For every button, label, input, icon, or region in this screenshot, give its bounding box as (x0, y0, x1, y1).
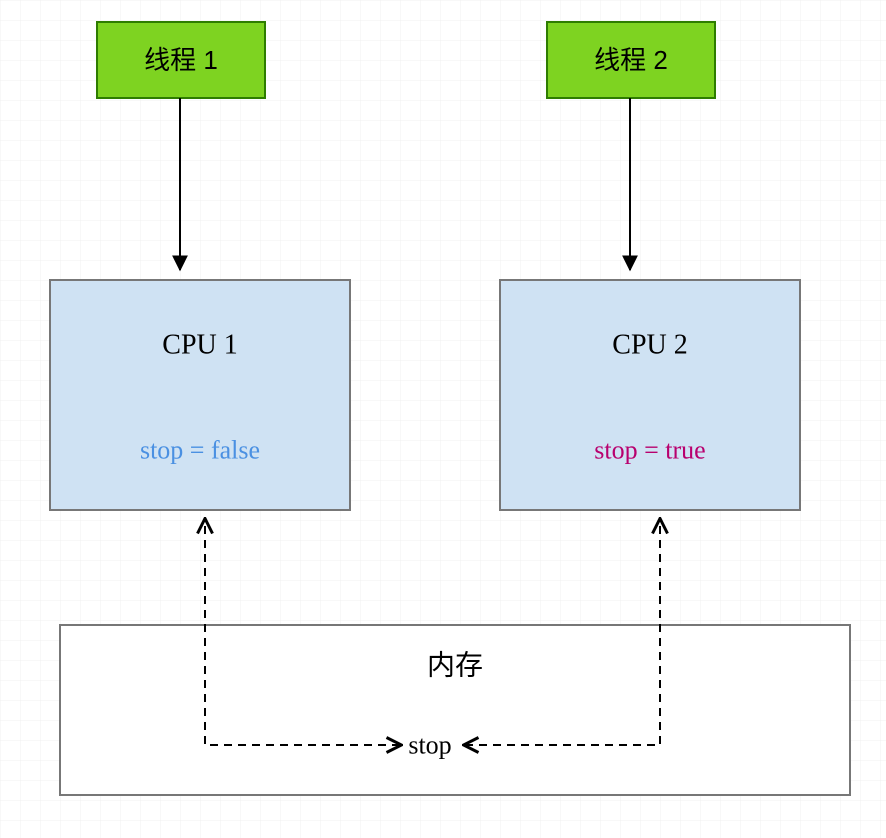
thread2-node: 线程 2 (547, 22, 715, 98)
diagram-canvas: 线程 1 线程 2 CPU 1 stop = false CPU 2 stop = tru… (0, 0, 886, 838)
thread1-node: 线程 1 (97, 22, 265, 98)
cpu1-title: CPU 1 (162, 330, 237, 361)
thread2-label: 线程 2 (594, 45, 668, 75)
cpu2-title: CPU 2 (612, 330, 687, 361)
cpu2-value: stop = true (594, 436, 705, 465)
memory-title: 内存 (427, 650, 483, 681)
thread1-label: 线程 1 (144, 45, 218, 75)
cpu1-value: stop = false (140, 436, 260, 465)
cpu2-node: CPU 2 stop = true (500, 280, 800, 510)
memory-value: stop (408, 731, 451, 760)
cpu1-node: CPU 1 stop = false (50, 280, 350, 510)
memory-node: 内存 stop (60, 625, 850, 795)
